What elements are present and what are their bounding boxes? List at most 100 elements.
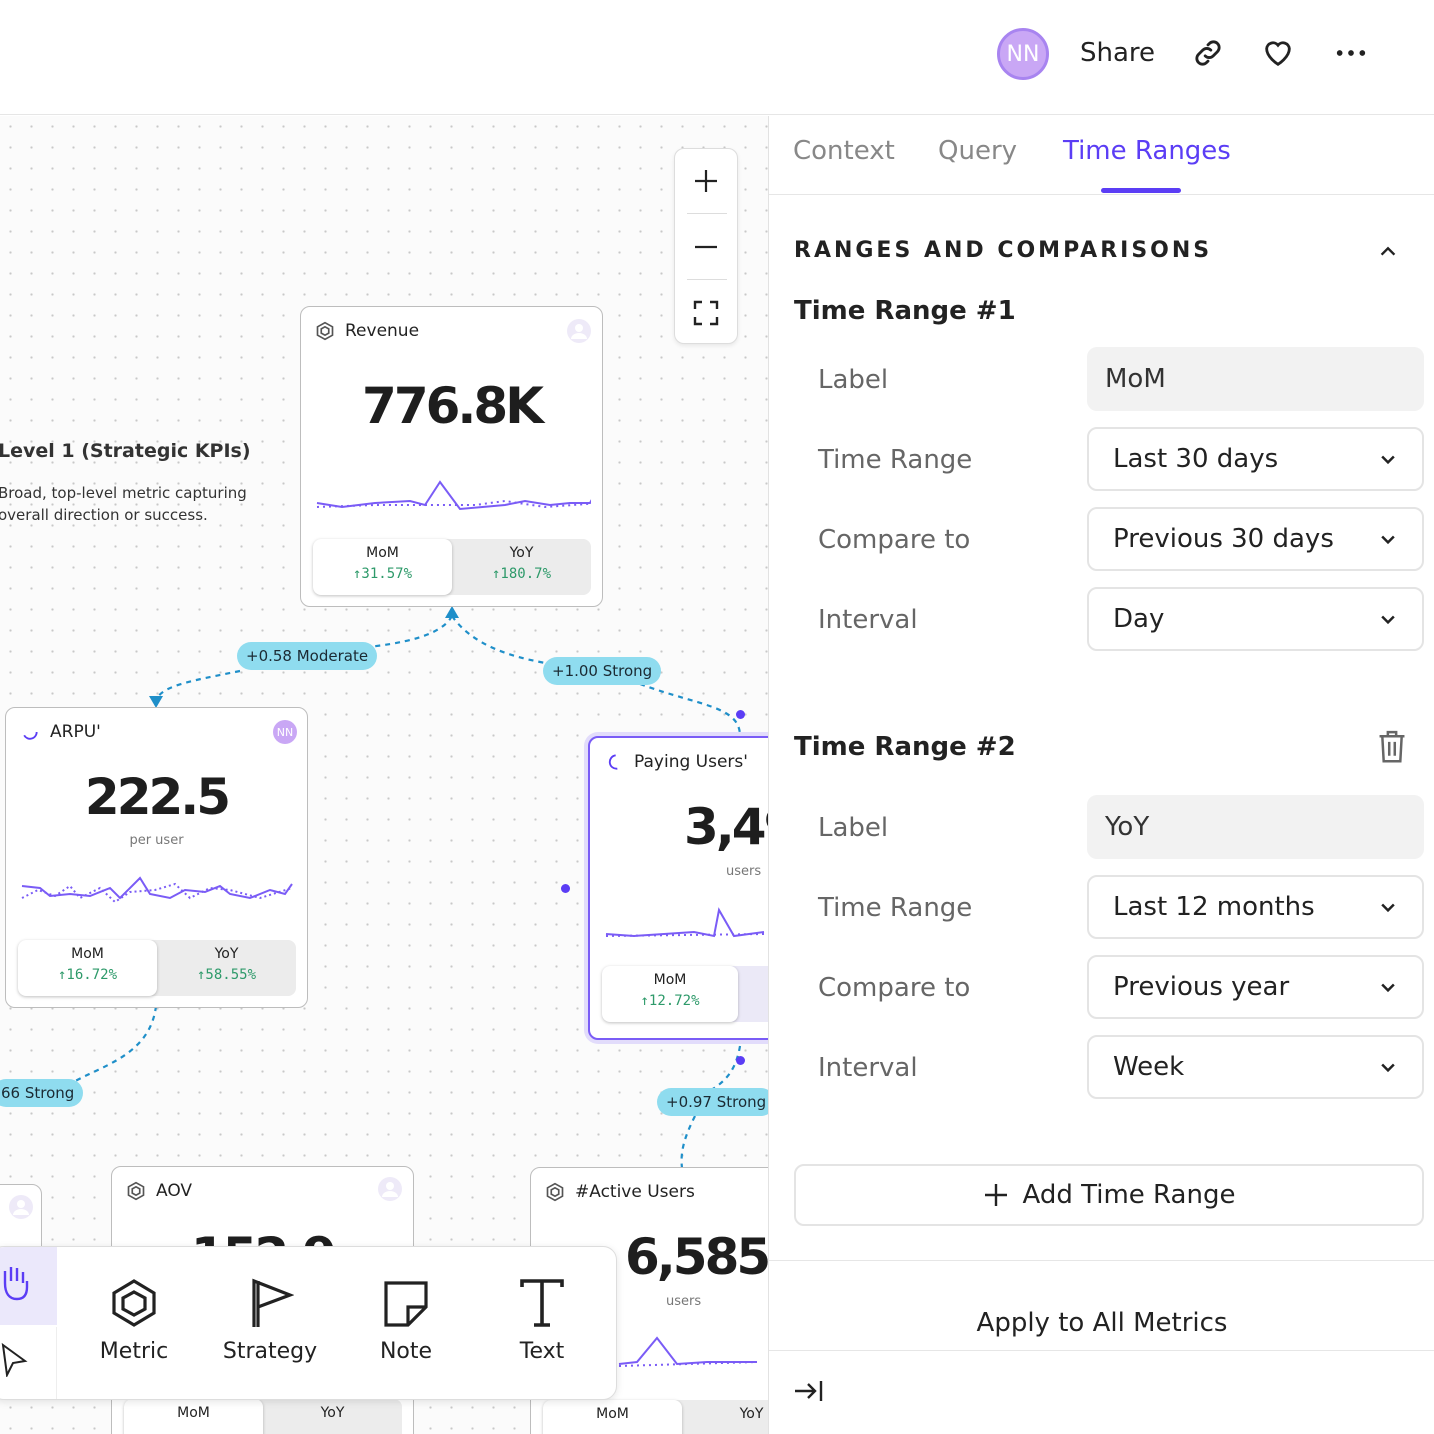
metric-hexagon-icon [316,321,334,341]
metric-unit: per user [129,833,184,848]
user-avatar-icon [567,319,591,343]
comparison-mom[interactable]: MoM ↑16.72% [18,940,157,996]
comparison-mom[interactable]: MoM ↑31.57% [313,539,452,595]
correlation-badge[interactable]: +1.00 Strong [543,657,662,685]
text-icon [520,1279,564,1327]
chevron-down-icon [1381,455,1395,465]
add-time-range-button[interactable]: Add Time Range [794,1164,1424,1226]
connection-handle[interactable] [736,710,745,719]
avatar: NN [273,720,297,744]
comparison-yoy[interactable]: YoY [320,1405,345,1421]
interval-select[interactable]: Week [1087,1035,1424,1099]
compare-to-select[interactable]: Previous year [1087,955,1424,1019]
flag-icon [252,1278,294,1327]
sparkline [605,907,765,938]
chevron-down-icon [1381,903,1395,913]
metric-card-arpu[interactable]: ARPU' NN 222.5 per user MoM ↑16.72% YoY ↑5… [5,707,308,1008]
tab-query[interactable]: Query [938,136,1018,166]
level-title: Level 1 (Strategic KPIs) [0,440,251,462]
metric-hexagon-icon [546,1182,564,1202]
comparison-yoy[interactable]: YoY [739,1406,764,1422]
more-icon[interactable] [1334,36,1368,70]
field-label: Time Range [818,445,973,475]
sparkline [316,480,591,511]
connection-handle[interactable] [736,1056,745,1065]
divider [769,1260,1434,1261]
top-bar: NN Share [0,0,1434,115]
share-button[interactable]: Share [1080,38,1156,68]
comparison-mom[interactable]: MoM ↑12.72% [602,966,738,1022]
metric-card-revenue[interactable]: Revenue 776.8K MoM ↑31.57% YoY ↑180.7% [300,306,603,607]
heart-icon[interactable] [1261,36,1295,70]
field-label: Interval [818,605,918,635]
chevron-down-icon [1381,1063,1395,1073]
field-label: Time Range [818,893,973,923]
chevron-down-icon [1381,615,1395,625]
loading-spinner-icon [608,754,618,770]
comparison-yoy[interactable]: YoY ↑58.55% [196,946,256,983]
zoom-controls [674,148,738,344]
apply-to-all-button[interactable]: Apply to All Metrics [976,1308,1228,1338]
comparison-yoy[interactable]: YoY ↑180.7% [491,545,551,582]
hand-tool-button[interactable] [0,1247,57,1325]
zoom-in-button[interactable] [675,149,737,213]
tool-strategy[interactable]: Strategy [215,1277,325,1364]
insert-toolbar: Metric Strategy Note Text [0,1246,617,1400]
card-title: AOV [156,1181,193,1201]
field-label: Interval [818,1053,918,1083]
chevron-up-icon[interactable] [1377,240,1399,262]
zoom-out-button[interactable] [675,215,737,279]
tab-context[interactable]: Context [793,136,895,166]
tool-note[interactable]: Note [351,1277,461,1364]
card-title: ARPU' [50,722,101,742]
metric-value: 3,49 [684,798,768,856]
connection-handle[interactable] [561,884,570,893]
interval-select[interactable]: Day [1087,587,1424,651]
field-label: Compare to [818,525,971,555]
avatar[interactable]: NN [997,28,1049,80]
metric-unit: users [726,864,762,879]
tool-text[interactable]: Text [487,1277,597,1364]
metric-unit: users [666,1294,702,1309]
collapse-panel-icon[interactable] [793,1378,825,1404]
label-input[interactable]: MoM [1087,347,1424,411]
fit-view-button[interactable] [675,281,737,345]
comparison-tabs: MoM ↑12.72% [602,966,768,1022]
comparison-tabs: MoM ↑16.72% YoY ↑58.55% [18,940,296,996]
time-range-select[interactable]: Last 12 months [1087,875,1424,939]
active-tab-indicator [1101,188,1181,193]
tool-metric[interactable]: Metric [79,1277,189,1364]
correlation-badge[interactable]: 66 Strong [0,1079,84,1107]
label-input[interactable]: YoY [1087,795,1424,859]
field-label: Label [818,365,889,395]
time-range-select[interactable]: Last 30 days [1087,427,1424,491]
time-range-heading: Time Range #1 [794,296,1016,326]
chevron-down-icon [1381,983,1395,993]
tab-time-ranges[interactable]: Time Ranges [1063,136,1231,166]
comparison-tabs: MoM ↑31.57% YoY ↑180.7% [313,539,591,595]
card-title: Revenue [345,321,420,341]
select-tool-button[interactable] [0,1327,57,1399]
level-description: Broad, top-level metric capturing [0,484,247,502]
card-title: #Active Users [575,1182,695,1202]
canvas[interactable]: Level 1 (Strategic KPIs) Broad, top-leve… [0,116,768,1434]
trash-icon[interactable] [1375,728,1409,764]
time-range-heading: Time Range #2 [794,732,1016,762]
compare-to-select[interactable]: Previous 30 days [1087,507,1424,571]
user-avatar-icon [9,1195,33,1219]
correlation-badge[interactable]: +0.58 Moderate [237,642,378,670]
metric-card-paying-users[interactable]: Paying Users' 3,49 users MoM↑12.72% [588,736,768,1040]
minus-icon [695,245,717,249]
metric-hexagon-icon [112,1279,156,1327]
field-label: Compare to [818,973,971,1003]
correlation-badge[interactable]: +0.97 Strong [657,1088,768,1116]
card-title: Paying Users' [634,752,748,772]
metric-value: 6,585 [625,1228,768,1286]
comparison-mom[interactable]: MoM [543,1400,682,1434]
metric-value: 776.8K [362,377,544,435]
link-icon[interactable] [1191,36,1225,70]
settings-panel: Context Query Time Ranges RANGES AND COM… [768,116,1434,1434]
arrow-up-icon [445,606,459,618]
comparison-mom[interactable]: MoM [124,1399,263,1434]
field-label: Label [818,813,889,843]
